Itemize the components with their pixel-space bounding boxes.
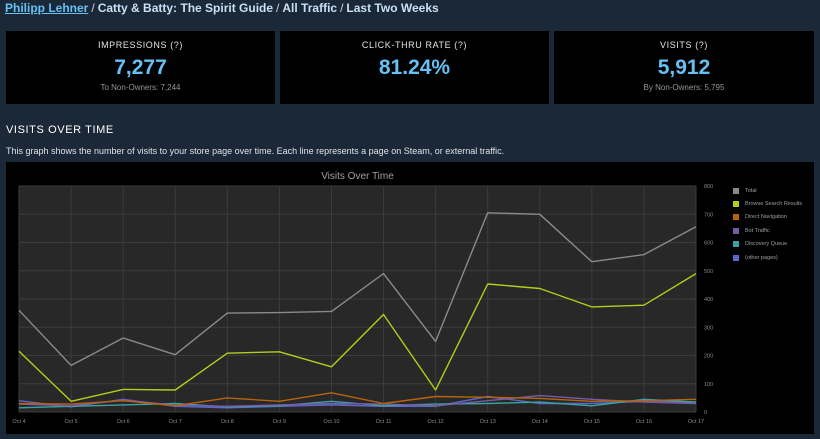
x-tick-label: Oct 16 <box>636 419 652 425</box>
breadcrumb-period-link[interactable]: Last Two Weeks <box>346 1 439 15</box>
x-tick-label: Oct 14 <box>532 419 548 425</box>
section-title: VISITS OVER TIME <box>6 124 114 136</box>
series-line <box>18 392 697 407</box>
y-tick-label: 400 <box>704 297 713 303</box>
legend-item[interactable]: Discovery Queue <box>733 238 802 251</box>
legend-label: (other pages) <box>745 254 778 261</box>
x-tick-label: Oct 4 <box>12 419 25 425</box>
breadcrumb-separator: / <box>91 1 95 15</box>
y-tick-label: 200 <box>704 354 713 360</box>
legend-label: Bot Traffic <box>745 227 770 234</box>
y-tick-label: 600 <box>704 241 713 247</box>
click-thru-rate-panel: CLICK-THRU RATE (?) 81.24% <box>280 31 549 104</box>
breadcrumb-separator: / <box>276 1 280 15</box>
impressions-subtext: To Non-Owners: 7,244 <box>100 83 181 92</box>
legend-label: Discovery Queue <box>745 241 788 248</box>
x-tick-label: Oct 5 <box>64 419 77 425</box>
visits-chart: Visits Over Time 0 100 200 300 400 500 600 700 80… <box>6 162 814 434</box>
legend-swatch <box>733 187 739 194</box>
x-tick-label: Oct 6 <box>117 419 130 425</box>
legend-item[interactable]: Browse Search Results <box>733 197 802 210</box>
legend-label: Total <box>745 187 757 194</box>
y-tick-label: 300 <box>704 325 713 331</box>
visits-panel: VISITS (?) 5,912 By Non-Owners: 5,795 <box>554 31 814 104</box>
x-tick-label: Oct 15 <box>584 419 600 425</box>
x-tick-label: Oct 7 <box>169 419 182 425</box>
legend-item[interactable]: Total <box>733 184 802 197</box>
breadcrumb-game-link[interactable]: Catty & Batty: The Spirit Guide <box>97 1 274 15</box>
legend-item[interactable]: Bot Traffic <box>733 224 802 237</box>
series-line <box>18 212 697 367</box>
legend-item[interactable]: (other pages) <box>733 251 802 264</box>
impressions-value: 7,277 <box>114 56 167 79</box>
y-tick-label: 0 <box>704 410 707 416</box>
x-tick-label: Oct 12 <box>428 419 444 425</box>
x-tick-label: Oct 10 <box>323 419 339 425</box>
impressions-panel: IMPRESSIONS (?) 7,277 To Non-Owners: 7,2… <box>6 31 275 104</box>
x-tick-label: Oct 17 <box>688 419 704 425</box>
y-tick-label: 800 <box>704 184 713 190</box>
impressions-label[interactable]: IMPRESSIONS (?) <box>97 40 183 50</box>
legend-label: Direct Navigation <box>745 214 787 221</box>
legend-swatch <box>733 227 739 234</box>
legend-swatch <box>733 241 739 248</box>
breadcrumb: Philipp Lehner / Catty & Batty: The Spirit… <box>5 1 439 15</box>
chart-legend: Total Browse Search Results Direct Navigat… <box>733 184 802 264</box>
section-description: This graph shows the number of visits to… <box>6 146 505 156</box>
visits-subtext: By Non-Owners: 5,795 <box>643 83 725 92</box>
chart-title: Visits Over Time <box>321 171 394 182</box>
legend-swatch <box>733 254 739 261</box>
legend-label: Browse Search Results <box>745 201 803 208</box>
y-tick-label: 100 <box>704 382 713 388</box>
breadcrumb-separator: / <box>340 1 344 15</box>
visits-label[interactable]: VISITS (?) <box>659 40 708 50</box>
y-tick-label: 500 <box>704 269 713 275</box>
x-tick-label: Oct 13 <box>480 419 496 425</box>
x-tick-label: Oct 8 <box>221 419 234 425</box>
x-tick-label: Oct 11 <box>376 419 392 425</box>
click-thru-rate-value: 81.24% <box>378 56 451 79</box>
breadcrumb-traffic-link[interactable]: All Traffic <box>282 1 338 15</box>
x-tick-label: Oct 9 <box>273 419 286 425</box>
y-tick-label: 700 <box>704 212 713 218</box>
series-line <box>18 273 697 403</box>
breadcrumb-developer-link[interactable]: Philipp Lehner <box>5 1 89 15</box>
legend-item[interactable]: Direct Navigation <box>733 211 802 224</box>
visits-value: 5,912 <box>657 56 711 79</box>
legend-swatch <box>733 201 739 208</box>
legend-swatch <box>733 214 739 221</box>
visits-chart-svg: Visits Over Time 0 100 200 300 400 500 600 700 80… <box>12 171 713 425</box>
click-thru-rate-label[interactable]: CLICK-THRU RATE (?) <box>361 40 468 50</box>
